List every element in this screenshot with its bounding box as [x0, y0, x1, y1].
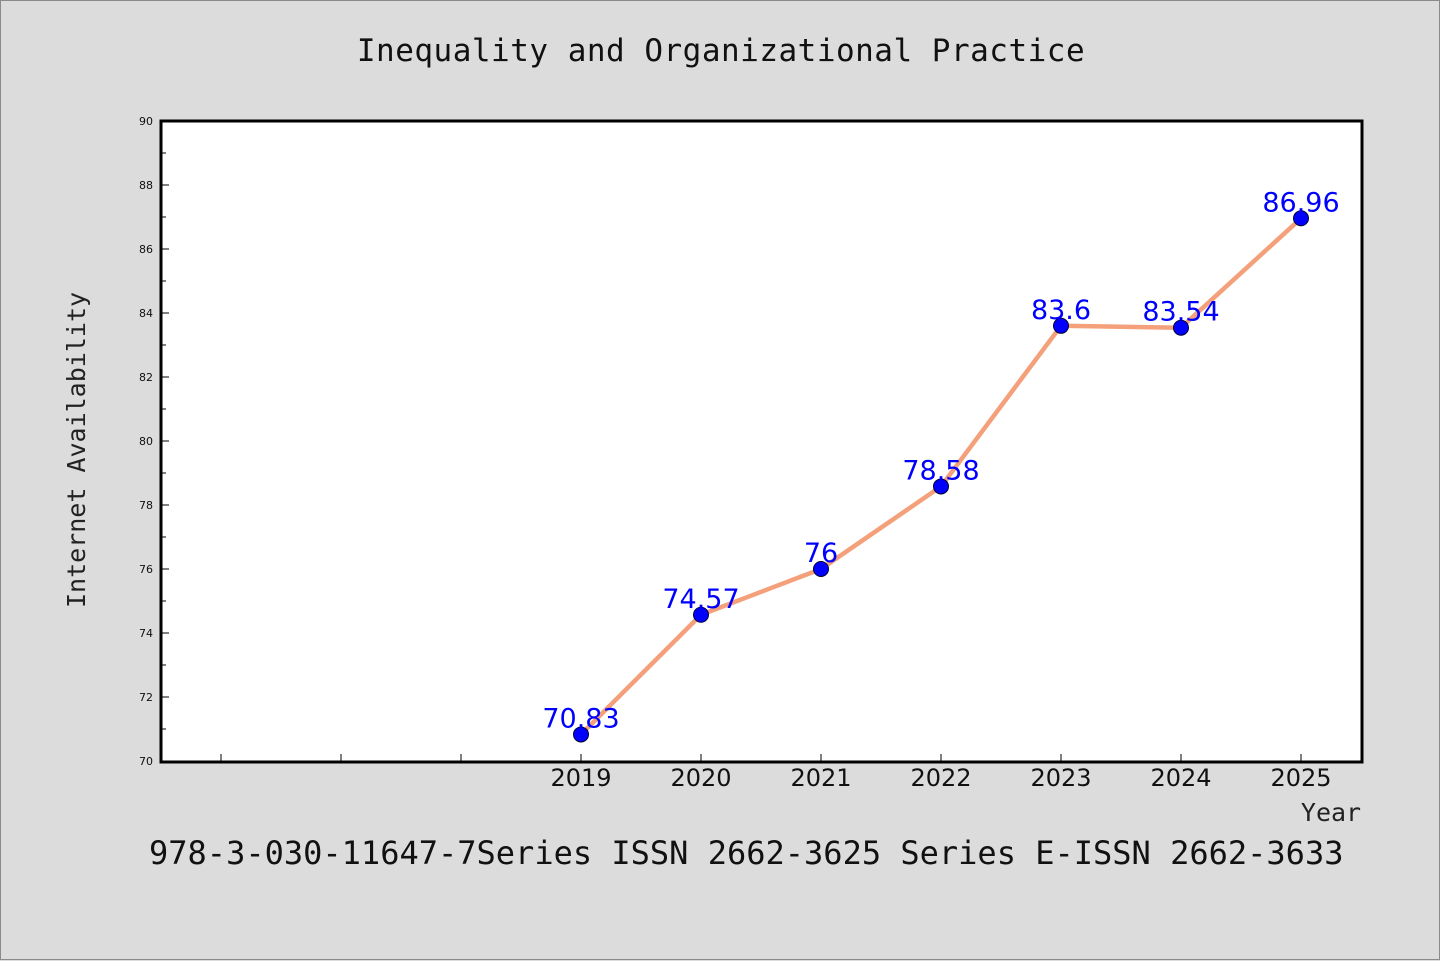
data-point [1173, 319, 1189, 336]
series-internet-availability [573, 210, 1309, 743]
plot-area [159, 119, 1364, 764]
y-tick-label: 78 [139, 499, 153, 512]
x-tick-label: 2020 [670, 764, 731, 792]
chart-title: Inequality and Organizational Practice [356, 33, 1086, 69]
y-tick-label: 88 [139, 179, 153, 192]
x-axis-label: Year [1301, 798, 1361, 827]
data-label: 74.57 [662, 584, 739, 615]
x-tick-label: 2024 [1150, 764, 1211, 792]
data-label: 70.83 [542, 703, 619, 734]
y-tick-label: 70 [139, 755, 153, 768]
y-tick-label: 84 [139, 307, 153, 320]
y-tick-label: 80 [139, 435, 153, 448]
x-tick-label: 2019 [550, 764, 611, 792]
data-point [1293, 210, 1309, 227]
data-point [1053, 317, 1069, 334]
y-axis-label: Internet Availability [62, 292, 91, 608]
y-tick-label: 90 [139, 115, 153, 128]
y-tick-label: 72 [139, 691, 153, 704]
y-tick-label: 76 [139, 563, 153, 576]
data-point [933, 478, 949, 495]
y-axis: 70 72 74 76 78 80 82 84 86 88 90 [139, 115, 169, 768]
data-label: 86.96 [1262, 187, 1339, 218]
data-labels: 70.83 74.57 76 78.58 83.6 83.54 86.96 [542, 187, 1339, 734]
y-tick-label: 74 [139, 627, 153, 640]
y-tick-label: 82 [139, 371, 153, 384]
data-point [693, 606, 709, 623]
data-point [573, 726, 589, 743]
data-label: 76 [804, 538, 838, 569]
isbn-issn-footer: 978-3-030-11647-7Series ISSN 2662-3625 S… [149, 834, 1344, 872]
data-label: 78.58 [902, 455, 979, 486]
x-tick-label: 2021 [790, 764, 851, 792]
x-axis: 2019 2020 2021 2022 2023 2024 2025 [220, 754, 1332, 792]
x-tick-label: 2023 [1030, 764, 1091, 792]
data-label: 83.6 [1031, 295, 1091, 326]
data-point [813, 561, 829, 577]
x-tick-label: 2022 [910, 764, 971, 792]
data-label: 83.54 [1142, 297, 1219, 328]
x-tick-label: 2025 [1270, 764, 1331, 792]
y-tick-label: 86 [139, 243, 153, 256]
